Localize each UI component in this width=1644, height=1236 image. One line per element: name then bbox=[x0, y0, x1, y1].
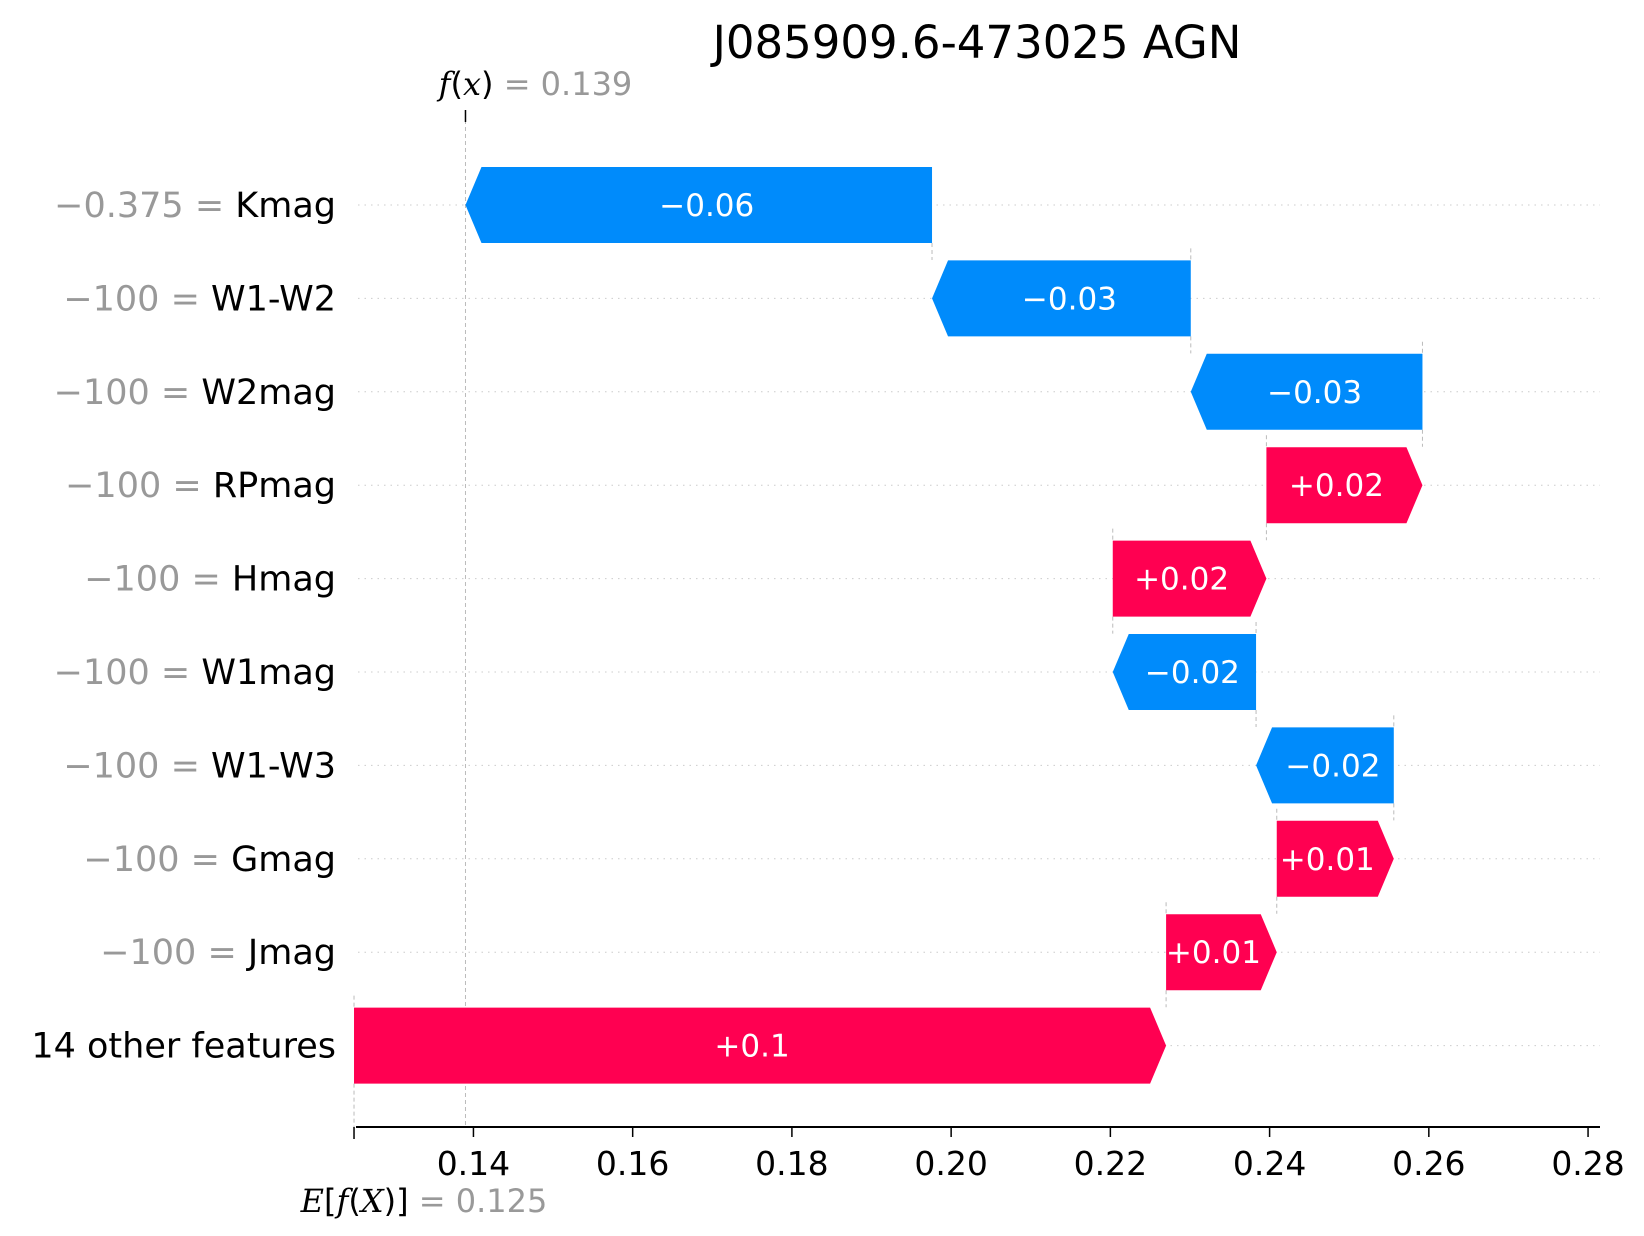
feature-name: Jmag bbox=[246, 933, 336, 973]
feature-label: −100 = Hmag bbox=[84, 560, 336, 600]
fx-label-eq: = bbox=[494, 65, 541, 103]
bar-value-label: +0.02 bbox=[1134, 562, 1229, 598]
feature-label: −100 = Gmag bbox=[83, 840, 336, 880]
feature-name: Gmag bbox=[231, 840, 336, 880]
feature-eq: = bbox=[159, 746, 211, 786]
fx-label: f(x) = 0.139 bbox=[437, 65, 633, 103]
bar-value-label: +0.01 bbox=[1166, 935, 1261, 971]
bars: −0.06 −0.03 −0.03 +0.02 +0.02 −0.02 −0.02 +0.01… bbox=[354, 167, 1423, 1084]
waterfall-bar bbox=[1166, 914, 1277, 991]
feature-value: −100 bbox=[84, 560, 180, 600]
feature-name: Hmag bbox=[232, 560, 336, 600]
feature-value: −100 bbox=[63, 279, 159, 319]
feature-value: −100 bbox=[100, 933, 196, 973]
fx-label-close: ) bbox=[481, 65, 493, 103]
feature-label: −100 = W1mag bbox=[54, 653, 336, 693]
feature-eq: = bbox=[159, 279, 211, 319]
feature-label: −100 = W1-W3 bbox=[63, 746, 336, 786]
feature-name: W1mag bbox=[201, 653, 336, 693]
efx-label-paren: ( bbox=[348, 1182, 360, 1220]
feature-name: 14 other features bbox=[31, 1027, 336, 1067]
feature-eq: = bbox=[180, 560, 232, 600]
bar-value-label: +0.1 bbox=[714, 1029, 789, 1065]
waterfall-bar bbox=[1256, 727, 1394, 804]
feature-eq: = bbox=[196, 933, 248, 973]
feature-label: −100 = W2mag bbox=[54, 373, 336, 413]
feature-eq: = bbox=[150, 653, 202, 693]
x-tick-label: 0.20 bbox=[914, 1144, 987, 1183]
feature-labels: −0.375 = Kmag−100 = W1-W2−100 = W2mag−10… bbox=[31, 186, 336, 1067]
x-tick-label: 0.14 bbox=[437, 1144, 510, 1183]
fx-label-arg: x bbox=[463, 65, 481, 103]
feature-label: 14 other features bbox=[31, 1027, 336, 1067]
waterfall-bar bbox=[1112, 634, 1257, 710]
feature-label: −100 = RPmag bbox=[65, 466, 336, 506]
fx-marker: f(x) = 0.139 bbox=[437, 65, 633, 1127]
feature-label: −0.375 = Kmag bbox=[54, 186, 336, 226]
waterfall-bar bbox=[1112, 540, 1267, 617]
x-tick-label: 0.18 bbox=[755, 1144, 828, 1183]
bar-value-label: −0.03 bbox=[1022, 281, 1117, 317]
efx-label-eq: = bbox=[409, 1182, 456, 1220]
feature-value: −100 bbox=[54, 373, 150, 413]
feature-value: −100 bbox=[83, 840, 179, 880]
feature-label: −100 = Jmag bbox=[100, 933, 336, 973]
connector-lines bbox=[353, 243, 1423, 1127]
waterfall-bar bbox=[932, 260, 1191, 337]
waterfall-bar bbox=[465, 167, 933, 243]
waterfall-bar bbox=[1276, 820, 1394, 897]
feature-eq: = bbox=[180, 840, 232, 880]
efx-label-X: X bbox=[358, 1182, 385, 1220]
feature-value: −100 bbox=[65, 466, 161, 506]
fx-value: 0.139 bbox=[541, 65, 633, 103]
bar-value-label: −0.02 bbox=[1145, 655, 1240, 691]
feature-name: Kmag bbox=[235, 186, 336, 226]
efx-label: E[f(X)] = 0.125 bbox=[300, 1182, 548, 1220]
waterfall-bar bbox=[354, 1007, 1167, 1084]
bar-value-label: −0.06 bbox=[659, 188, 754, 224]
feature-eq: = bbox=[161, 466, 213, 506]
x-tick-label: 0.26 bbox=[1392, 1144, 1465, 1183]
fx-label-open: ( bbox=[451, 65, 463, 103]
feature-value: −0.375 bbox=[54, 186, 184, 226]
x-tick-label: 0.28 bbox=[1551, 1144, 1624, 1183]
bar-value-label: −0.03 bbox=[1267, 375, 1362, 411]
feature-value: −100 bbox=[54, 653, 150, 693]
waterfall-bar bbox=[1266, 447, 1423, 524]
feature-value: −100 bbox=[63, 746, 159, 786]
chart-title: J085909.6-473025 AGN bbox=[710, 16, 1242, 69]
x-axis: 0.14 0.16 0.18 0.20 0.22 0.24 0.26 0.28 bbox=[353, 1126, 1625, 1183]
x-tick-label: 0.16 bbox=[596, 1144, 669, 1183]
feature-name: RPmag bbox=[213, 466, 336, 506]
feature-name: W1-W3 bbox=[211, 746, 336, 786]
bar-value-label: +0.02 bbox=[1289, 468, 1384, 504]
feature-eq: = bbox=[150, 373, 202, 413]
waterfall-bar bbox=[1190, 353, 1423, 430]
efx-label-E: E bbox=[300, 1182, 324, 1220]
efx-label-bracket: [ bbox=[324, 1182, 336, 1220]
x-tick-label: 0.24 bbox=[1233, 1144, 1306, 1183]
feature-name: W2mag bbox=[201, 373, 336, 413]
bar-value-label: +0.01 bbox=[1280, 842, 1375, 878]
feature-label: −100 = W1-W2 bbox=[63, 279, 336, 319]
efx-label-close: )] bbox=[384, 1182, 409, 1220]
efx-value: 0.125 bbox=[456, 1182, 548, 1220]
feature-name: W1-W2 bbox=[211, 279, 336, 319]
bar-value-label: −0.02 bbox=[1285, 748, 1380, 784]
x-tick-label: 0.22 bbox=[1074, 1144, 1147, 1183]
feature-eq: = bbox=[184, 186, 236, 226]
